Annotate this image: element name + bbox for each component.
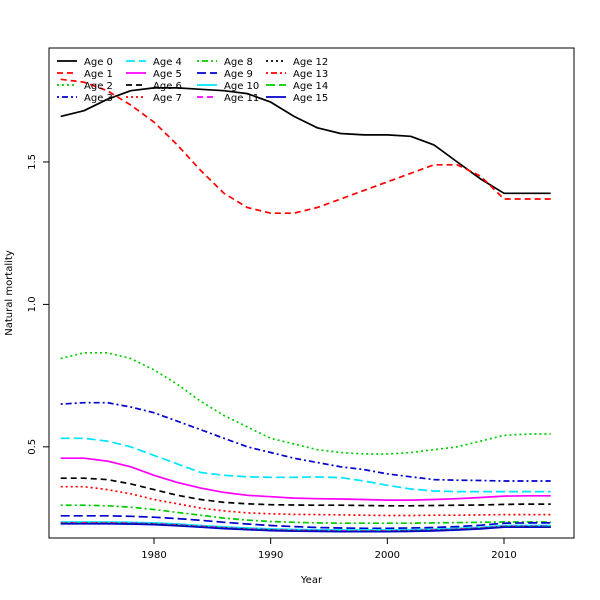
series-line-age-6 bbox=[60, 477, 551, 507]
legend-item-age-12: Age 12 bbox=[266, 57, 328, 68]
legend-item-age-11: Age 11 bbox=[197, 93, 259, 104]
legend-item-age-10: Age 10 bbox=[197, 81, 259, 92]
legend-item-age-5: Age 5 bbox=[126, 69, 182, 80]
series-layer bbox=[60, 78, 551, 533]
legend-label: Age 12 bbox=[293, 57, 328, 68]
x-tick-label: 2010 bbox=[491, 550, 516, 561]
series-line-age-9 bbox=[60, 514, 551, 530]
legend-item-age-4: Age 4 bbox=[126, 57, 182, 68]
legend-label: Age 0 bbox=[84, 57, 113, 68]
legend-label: Age 3 bbox=[84, 93, 113, 104]
y-tick-label: 0.5 bbox=[27, 439, 38, 455]
series-line-age-1 bbox=[60, 78, 551, 215]
y-tick-label: 1.0 bbox=[27, 296, 38, 312]
legend-label: Age 5 bbox=[153, 69, 182, 80]
legend-item-age-2: Age 2 bbox=[57, 81, 113, 92]
legend-label: Age 11 bbox=[224, 93, 259, 104]
x-axis-title: Year bbox=[300, 575, 323, 586]
x-tick-label: 1980 bbox=[141, 550, 166, 561]
x-axis: 1980 1990 2000 2010 bbox=[141, 538, 517, 561]
legend-label: Age 10 bbox=[224, 81, 259, 92]
legend-label: Age 8 bbox=[224, 57, 253, 68]
series-line-age-7 bbox=[60, 485, 551, 517]
legend-item-age-15: Age 15 bbox=[266, 93, 328, 104]
series-line-age-8 bbox=[60, 504, 551, 525]
legend-label: Age 2 bbox=[84, 81, 113, 92]
legend-label: Age 4 bbox=[153, 57, 182, 68]
plot-frame bbox=[48, 47, 575, 539]
legend-item-age-9: Age 9 bbox=[197, 69, 253, 80]
legend-label: Age 15 bbox=[293, 93, 328, 104]
legend-item-age-6: Age 6 bbox=[126, 81, 182, 92]
y-axis-title: Natural mortality bbox=[4, 250, 15, 336]
legend-label: Age 1 bbox=[84, 69, 113, 80]
legend-item-age-1: Age 1 bbox=[57, 69, 113, 80]
series-line-age-3 bbox=[60, 401, 551, 482]
legend-item-age-3: Age 3 bbox=[57, 93, 113, 104]
y-axis: 0.5 1.0 1.5 bbox=[27, 154, 49, 455]
legend-item-age-14: Age 14 bbox=[266, 81, 328, 92]
legend-label: Age 14 bbox=[293, 81, 328, 92]
legend-label: Age 13 bbox=[293, 69, 328, 80]
series-line-age-15 bbox=[60, 522, 551, 533]
legend-label: Age 7 bbox=[153, 93, 182, 104]
legend-item-age-0: Age 0 bbox=[57, 57, 113, 68]
series-line-age-5 bbox=[60, 457, 551, 501]
legend-item-age-8: Age 8 bbox=[197, 57, 253, 68]
x-tick-label: 2000 bbox=[375, 550, 400, 561]
y-tick-label: 1.5 bbox=[27, 154, 38, 170]
legend-label: Age 9 bbox=[224, 69, 253, 80]
legend-item-age-7: Age 7 bbox=[126, 93, 182, 104]
legend-item-age-13: Age 13 bbox=[266, 69, 328, 80]
legend-label: Age 6 bbox=[153, 81, 182, 92]
series-line-age-4 bbox=[60, 437, 551, 493]
x-tick-label: 1990 bbox=[258, 550, 283, 561]
